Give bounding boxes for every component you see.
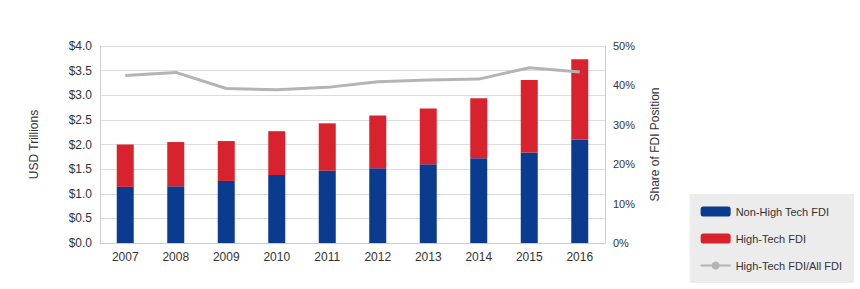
svg-text:30%: 30%: [613, 119, 635, 131]
svg-text:2013: 2013: [415, 250, 442, 264]
svg-text:$4.0: $4.0: [69, 39, 93, 53]
svg-text:2009: 2009: [213, 250, 240, 264]
svg-text:High-Tech FDI/All FDI: High-Tech FDI/All FDI: [736, 260, 842, 272]
svg-text:40%: 40%: [613, 79, 635, 91]
svg-text:$3.0: $3.0: [69, 88, 93, 102]
svg-text:50%: 50%: [613, 40, 635, 52]
svg-text:$0.5: $0.5: [69, 211, 93, 225]
svg-text:$2.0: $2.0: [69, 138, 93, 152]
svg-text:USD Trillions: USD Trillions: [27, 110, 41, 179]
svg-text:High-Tech FDI: High-Tech FDI: [736, 233, 806, 245]
svg-text:2007: 2007: [112, 250, 139, 264]
svg-text:0%: 0%: [613, 237, 629, 249]
svg-text:Non-High Tech FDI: Non-High Tech FDI: [736, 206, 829, 218]
svg-text:2014: 2014: [465, 250, 492, 264]
svg-text:2016: 2016: [566, 250, 593, 264]
svg-text:$1.0: $1.0: [69, 187, 93, 201]
svg-text:2008: 2008: [162, 250, 189, 264]
svg-text:20%: 20%: [613, 158, 635, 170]
svg-text:$3.5: $3.5: [69, 64, 93, 78]
svg-text:$2.5: $2.5: [69, 113, 93, 127]
svg-text:2010: 2010: [263, 250, 290, 264]
svg-text:2011: 2011: [314, 250, 340, 264]
svg-text:Share of FDI Position: Share of FDI Position: [648, 87, 662, 201]
svg-text:2015: 2015: [516, 250, 543, 264]
svg-text:2012: 2012: [364, 250, 391, 264]
svg-text:$0.0: $0.0: [69, 236, 93, 250]
svg-text:10%: 10%: [613, 198, 635, 210]
svg-text:$1.5: $1.5: [69, 162, 93, 176]
